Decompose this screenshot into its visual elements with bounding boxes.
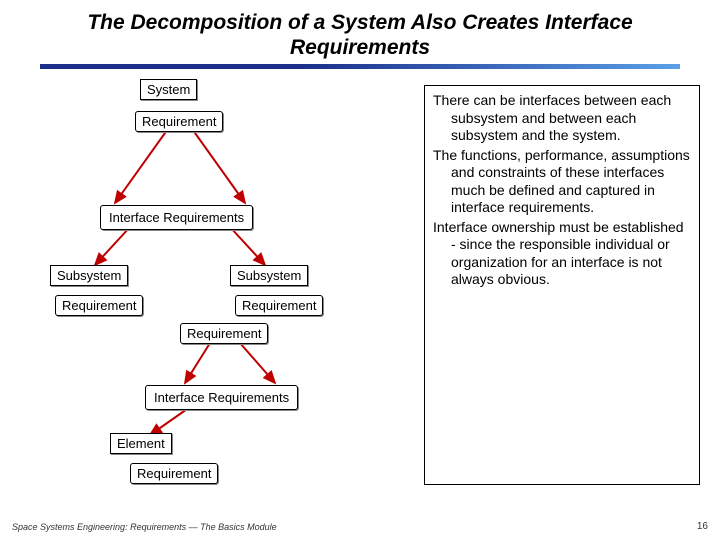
footer-text: Space Systems Engineering: Requirements …	[12, 522, 277, 532]
node-requirement-mid: Requirement	[180, 323, 268, 344]
node-subsystem-right: Subsystem	[230, 265, 308, 286]
node-interface-req-1: Interface Requirements	[100, 205, 253, 230]
title-area: The Decomposition of a System Also Creat…	[0, 0, 720, 60]
node-system: System	[140, 79, 197, 100]
node-requirement-r: Requirement	[235, 295, 323, 316]
text-p2: The functions, performance, assumptions …	[433, 147, 691, 217]
slide-title: The Decomposition of a System Also Creat…	[40, 10, 680, 60]
node-element: Element	[110, 433, 172, 454]
node-interface-req-2: Interface Requirements	[145, 385, 298, 410]
node-subsystem-left: Subsystem	[50, 265, 128, 286]
explanatory-text: There can be interfaces between each sub…	[424, 85, 700, 485]
page-number: 16	[697, 521, 708, 532]
node-requirement-bot: Requirement	[130, 463, 218, 484]
node-requirement-top: Requirement	[135, 111, 223, 132]
text-p3: Interface ownership must be established …	[433, 219, 691, 289]
text-p1: There can be interfaces between each sub…	[433, 92, 691, 145]
content-row: System Requirement Interface Requirement…	[0, 69, 720, 505]
diagram-arrows	[20, 75, 420, 505]
diagram: System Requirement Interface Requirement…	[20, 75, 420, 505]
node-requirement-l: Requirement	[55, 295, 143, 316]
